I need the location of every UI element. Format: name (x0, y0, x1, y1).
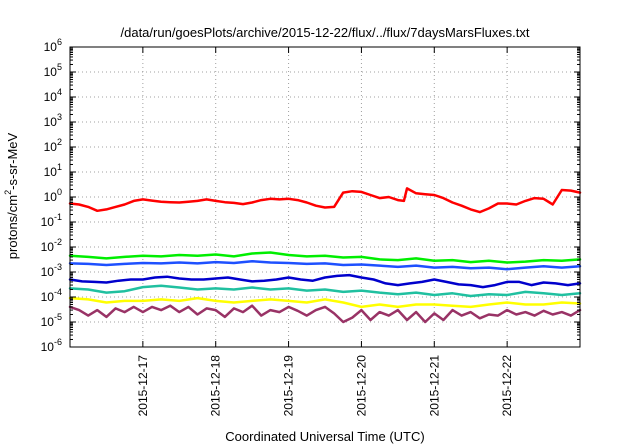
series-line-6 (68, 296, 582, 309)
series-line-3 (68, 259, 582, 271)
y-axis-label: protons/cm2-s-sr-MeV (3, 132, 20, 259)
y-tick-label: 103 (44, 112, 62, 129)
series-layer (68, 187, 582, 324)
y-tick-label: 10-4 (41, 287, 62, 304)
y-tick-label: 104 (44, 87, 62, 104)
y-tick-label: 101 (44, 162, 62, 179)
x-tick-label: 2015-12-17 (136, 355, 150, 417)
y-tick-label: 105 (44, 62, 62, 79)
series-line-5 (68, 284, 582, 298)
x-tick-label: 2015-12-18 (209, 355, 223, 417)
y-axis-label-suffix: -s-sr-MeV (5, 132, 20, 189)
y-axis-label-exponent: 2 (3, 190, 13, 195)
y-tick-label: 102 (44, 137, 62, 154)
series-line-4 (68, 273, 582, 289)
y-axis-label-base: protons/cm (5, 195, 20, 259)
x-axis: 2015-12-17 2015-12-18 2015-12-19 2015-12-20… (136, 47, 514, 416)
y-tick-label: 100 (44, 187, 62, 204)
y-tick-label: 10-6 (41, 337, 62, 354)
chart-title: /data/run/goesPlots/archive/2015-12-22/f… (121, 25, 530, 40)
grid-lines (70, 47, 580, 347)
x-tick-label: 2015-12-19 (282, 355, 296, 417)
x-axis-label: Coordinated Universal Time (UTC) (225, 429, 424, 444)
x-tick-label: 2015-12-21 (427, 355, 441, 417)
x-tick-label: 2015-12-20 (354, 355, 368, 417)
y-tick-label: 10-1 (41, 212, 62, 229)
series-line-1 (68, 187, 582, 214)
y-tick-label: 10-5 (41, 312, 62, 329)
y-tick-label: 10-3 (41, 262, 62, 279)
x-tick-label: 2015-12-22 (500, 355, 514, 417)
y-axis: 10-6 10-5 10-4 10-3 10-2 10-1 100 101 102 103 104 1… (41, 37, 580, 354)
y-tick-label: 10-2 (41, 237, 62, 254)
series-line-2 (68, 251, 582, 264)
series-line-7 (68, 304, 582, 324)
y-tick-label: 106 (44, 37, 62, 54)
